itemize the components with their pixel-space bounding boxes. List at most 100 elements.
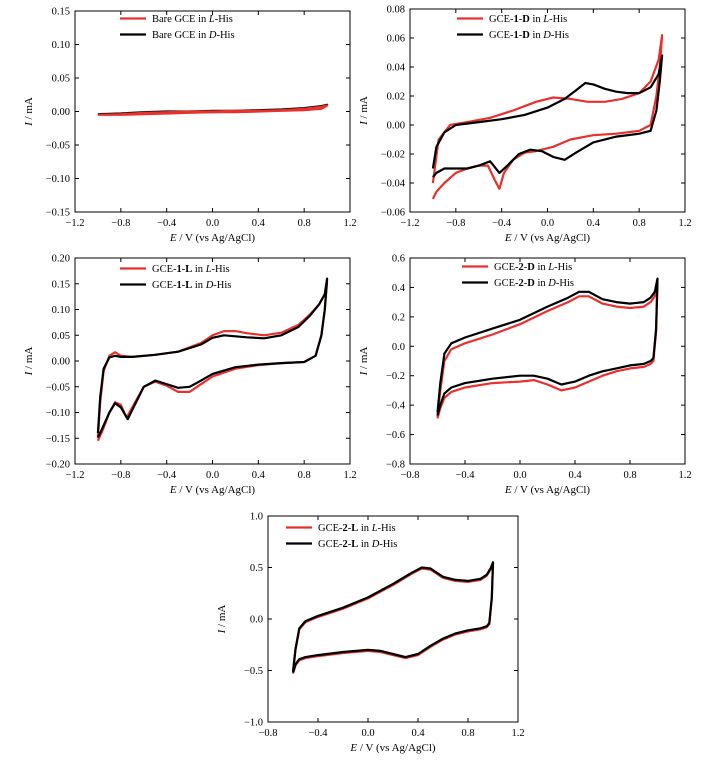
- x-tick-label: 0.4: [252, 470, 266, 481]
- x-tick-label: 0.4: [252, 218, 266, 229]
- legend-label-part: -His: [379, 539, 397, 550]
- y-tick-label: 0.20: [52, 254, 70, 265]
- x-tick-label: 0.0: [206, 218, 219, 229]
- legend-label-part: -: [519, 14, 523, 25]
- y-tick-label: 0.0: [392, 342, 405, 353]
- legend-label-part: D: [527, 278, 535, 289]
- x-axis-title-rest: / V (vs Ag/AgCl): [177, 232, 256, 244]
- cv-series-line-1: [431, 54, 664, 178]
- y-tick-label: 0.10: [52, 305, 70, 316]
- x-tick-label: −1.2: [65, 218, 84, 229]
- legend-label-part: -His: [551, 30, 569, 41]
- x-tick-label: 0.4: [587, 218, 601, 229]
- legend-label-part: L: [185, 264, 192, 275]
- x-tick-label: 1.2: [678, 218, 691, 229]
- legend-label-part: D: [522, 30, 530, 41]
- y-tick-label: −0.20: [46, 460, 70, 471]
- legend-label: GCE-1-L in L-His: [152, 264, 230, 275]
- legend-label-part: L: [208, 14, 215, 25]
- x-tick-label: −0.4: [455, 470, 475, 481]
- x-tick-label: −1.2: [400, 218, 419, 229]
- x-axis-title: E / V (vs Ag/AgCl): [169, 484, 256, 496]
- legend-label-part: -: [524, 278, 528, 289]
- legend-label-part: GCE-: [152, 264, 177, 275]
- legend-label-part: -: [182, 264, 186, 275]
- legend-label-part: -His: [549, 14, 567, 25]
- y-tick-label: 0.04: [387, 63, 406, 74]
- legend-label-part: -His: [215, 14, 233, 25]
- x-tick-label: 0.4: [568, 470, 582, 481]
- x-tick-label: 0.0: [206, 470, 219, 481]
- y-tick-label: −0.15: [46, 434, 70, 445]
- x-tick-label: −0.4: [157, 218, 177, 229]
- cv-series-line-1: [291, 561, 495, 673]
- legend-label-part: -His: [554, 262, 572, 273]
- legend-label-part: D: [547, 278, 556, 289]
- legend-label-part: GCE-: [152, 280, 177, 291]
- cv-chart-gce-2-d: −0.8 −0.6 −0.4 −0.2 0.0 0.2 0.4 0.6 −0.8 −0.4 0.0 0…: [358, 253, 724, 506]
- legend-label: GCE-2-L in D-His: [318, 539, 397, 550]
- legend-label-part: GCE-: [494, 278, 519, 289]
- cv-series-line-0: [431, 33, 664, 200]
- x-tick-label: −0.4: [157, 470, 177, 481]
- y-axis-title: I / mA: [358, 347, 370, 377]
- y-tick-label: −0.5: [244, 666, 263, 677]
- y-tick-label: 1.0: [250, 512, 263, 523]
- y-axis-title-italic: I: [23, 121, 35, 127]
- y-tick-label: 0.02: [387, 92, 405, 103]
- x-axis-title-italic: E: [169, 232, 177, 244]
- legend-label-part: D: [371, 539, 380, 550]
- legend-label: GCE-2-L in L-His: [318, 523, 396, 534]
- legend-label-part: 1: [514, 14, 519, 25]
- legend-label-part: -His: [213, 280, 231, 291]
- legend-label-part: -His: [556, 278, 574, 289]
- y-tick-label: 0.05: [52, 331, 70, 342]
- cv-series-line-1: [97, 104, 329, 116]
- legend-label-part: -His: [378, 523, 396, 534]
- x-axis-title-rest: / V (vs Ag/AgCl): [357, 742, 436, 754]
- y-tick-label: −0.05: [46, 141, 70, 152]
- x-tick-label: 0.0: [541, 218, 554, 229]
- y-axis-title-rest: / mA: [23, 347, 35, 372]
- legend-label-part: in: [530, 14, 543, 25]
- legend-label-part: 2: [343, 523, 348, 534]
- y-tick-label: 0.00: [387, 121, 405, 132]
- y-tick-label: −0.05: [46, 382, 70, 393]
- x-tick-label: 0.8: [298, 470, 311, 481]
- y-tick-label: −0.2: [386, 371, 405, 382]
- legend-label: GCE-1-D in D-His: [489, 30, 569, 41]
- y-tick-label: −1.0: [244, 718, 263, 729]
- x-tick-label: −0.8: [258, 728, 277, 739]
- y-tick-label: −0.6: [386, 430, 405, 441]
- y-axis-title-italic: I: [23, 370, 35, 376]
- x-tick-label: 0.8: [623, 470, 636, 481]
- legend-label-part: L: [542, 14, 549, 25]
- legend-label-part: D: [527, 262, 535, 273]
- y-tick-label: 0.05: [52, 74, 70, 85]
- legend-label-part: in: [358, 523, 371, 534]
- chart-svg: −0.20 −0.15 −0.10 −0.05 0.00 0.05 0.10 0.15 0.20…: [23, 254, 357, 497]
- cv-chart-gce-1-l: −0.20 −0.15 −0.10 −0.05 0.00 0.05 0.10 0.15 0.20…: [0, 253, 362, 506]
- legend-label-part: in: [192, 264, 205, 275]
- x-axis-title-rest: / V (vs Ag/AgCl): [512, 232, 591, 244]
- chart-svg: −0.06 −0.04 −0.02 0.00 0.02 0.04 0.06 0.08 −1.2 −…: [358, 5, 692, 245]
- legend-label-part: L: [185, 280, 192, 291]
- y-tick-label: 0.15: [52, 279, 70, 290]
- legend-label-part: 2: [519, 278, 524, 289]
- legend-label-part: -: [524, 262, 528, 273]
- legend-label-part: 2: [519, 262, 524, 273]
- y-axis-title: I / mA: [216, 605, 228, 635]
- cv-series-line-0: [96, 280, 329, 442]
- x-axis-title-rest: / V (vs Ag/AgCl): [512, 484, 591, 496]
- y-tick-label: 0.2: [392, 312, 405, 323]
- y-axis-title-rest: / mA: [23, 97, 35, 122]
- legend-label-part: D: [205, 280, 214, 291]
- legend-label: GCE-1-L in D-His: [152, 280, 231, 291]
- y-axis-title: I / mA: [23, 347, 35, 377]
- x-tick-label: −0.4: [492, 218, 512, 229]
- y-axis-title-italic: I: [358, 370, 370, 376]
- y-tick-label: 0.5: [250, 563, 263, 574]
- x-tick-label: 0.8: [298, 218, 311, 229]
- legend-label: GCE-2-D in D-His: [494, 278, 574, 289]
- y-tick-label: 0.15: [52, 7, 70, 18]
